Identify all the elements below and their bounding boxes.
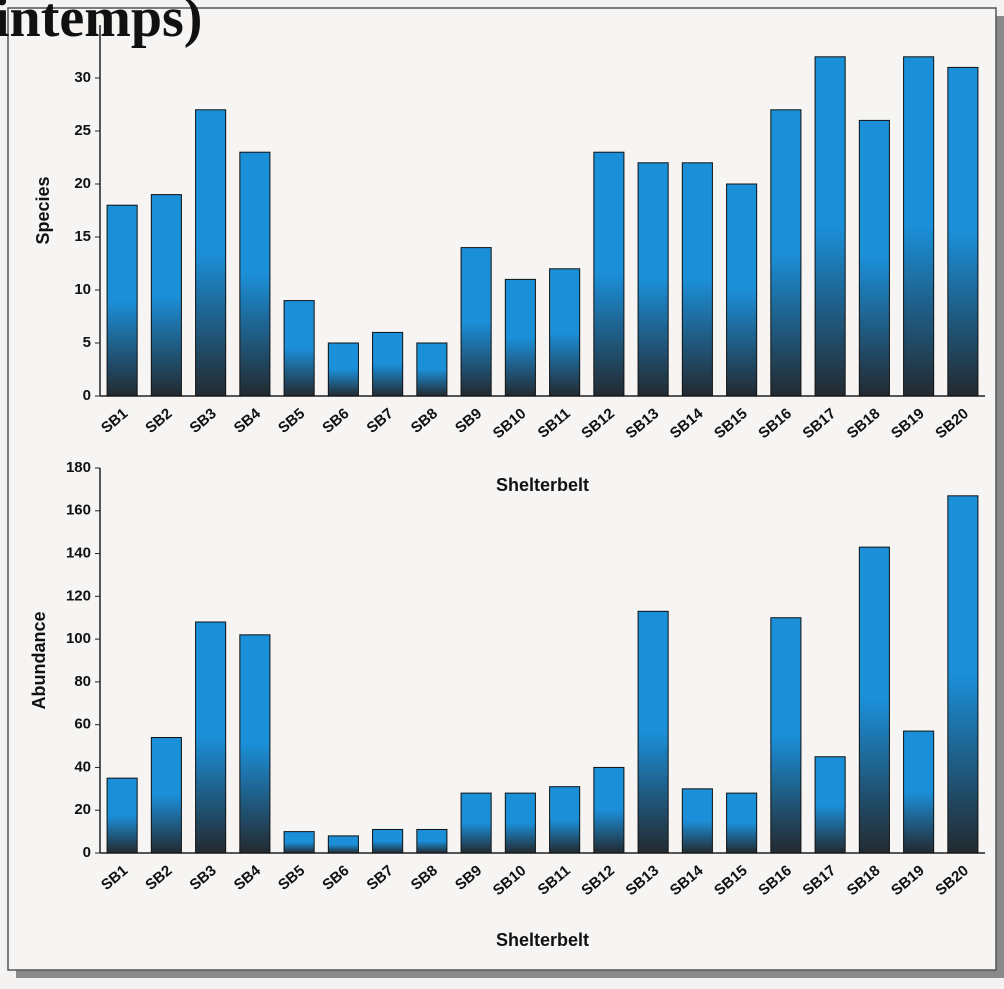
bar: [549, 268, 581, 397]
bar: [903, 56, 935, 397]
bar: [504, 278, 536, 397]
y-tick-label: 120: [66, 587, 91, 604]
y-tick-label: 10: [74, 281, 91, 298]
bar: [637, 610, 669, 854]
bar: [416, 342, 448, 397]
y-tick-label: 0: [83, 844, 91, 861]
bar: [681, 162, 713, 397]
y-tick-label: 160: [66, 502, 91, 519]
bar: [195, 109, 227, 397]
bar: [372, 828, 404, 854]
bar: [637, 162, 669, 397]
y-tick-label: 5: [83, 334, 91, 351]
bar: [726, 792, 758, 854]
bar: [504, 792, 536, 854]
y-tick-label: 30: [74, 69, 91, 86]
bar: [858, 546, 890, 854]
bar: [947, 495, 979, 854]
y-tick-label: 60: [74, 716, 91, 733]
bar: [239, 151, 271, 397]
bar: [239, 634, 271, 854]
bar: [770, 617, 802, 854]
bar: [681, 788, 713, 854]
bar: [327, 342, 359, 397]
y-tick-label: 20: [74, 175, 91, 192]
bar: [726, 183, 758, 397]
bar: [150, 194, 182, 397]
bar: [416, 828, 448, 854]
bar: [814, 56, 846, 397]
y-axis-title: Abundance: [29, 611, 49, 709]
y-tick-label: 40: [74, 758, 91, 775]
y-axis-title: Species: [33, 176, 53, 244]
bar: [106, 204, 138, 397]
bar: [814, 756, 846, 854]
bar: [327, 835, 359, 854]
bar: [283, 300, 315, 397]
x-axis-title: Shelterbelt: [496, 930, 589, 950]
bar: [858, 119, 890, 397]
x-axis-title: Shelterbelt: [496, 475, 589, 495]
bar: [549, 786, 581, 854]
bar: [593, 151, 625, 397]
y-tick-label: 80: [74, 673, 91, 690]
y-tick-label: 140: [66, 545, 91, 562]
y-tick-label: 0: [83, 387, 91, 404]
bar: [903, 730, 935, 854]
bar: [106, 777, 138, 854]
y-tick-label: 15: [74, 228, 91, 245]
page-title: intemps): [0, 0, 202, 49]
bar: [372, 331, 404, 397]
bar: [947, 66, 979, 397]
y-tick-label: 100: [66, 630, 91, 647]
y-tick-label: 180: [66, 459, 91, 476]
y-tick-label: 20: [74, 801, 91, 818]
y-tick-label: 25: [74, 122, 91, 139]
bar: [460, 792, 492, 854]
bar: [283, 831, 315, 854]
bar: [593, 766, 625, 854]
bar: [195, 621, 227, 854]
bar: [150, 737, 182, 854]
bar: [460, 247, 492, 397]
bar: [770, 109, 802, 397]
